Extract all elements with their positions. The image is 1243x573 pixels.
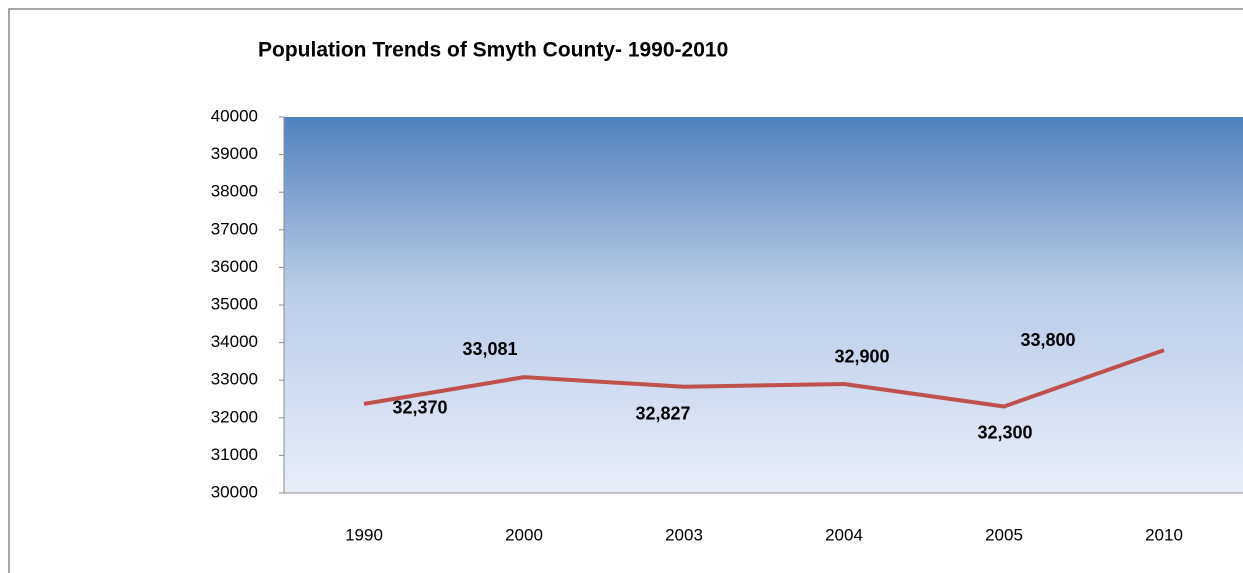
y-tick-label: 36000 [211, 257, 258, 276]
data-label: 32,300 [977, 422, 1032, 442]
y-tick-label: 33000 [211, 370, 258, 389]
data-line [363, 348, 1165, 409]
chart-frame [8, 8, 1243, 573]
x-tick-label: 2000 [505, 525, 543, 544]
y-tick-label: 30000 [211, 482, 258, 501]
plot-area [284, 117, 1243, 493]
y-tick-label: 38000 [211, 182, 258, 201]
y-tick-label: 32000 [211, 407, 258, 426]
data-label: 33,081 [462, 339, 517, 359]
x-tick-label: 2004 [825, 525, 863, 544]
data-label: 32,370 [392, 398, 447, 418]
y-tick-label: 40000 [211, 106, 258, 125]
y-tick-label: 39000 [211, 144, 258, 163]
x-tick-label: 1990 [345, 525, 383, 544]
y-tick-label: 35000 [211, 294, 258, 313]
y-tick-label: 37000 [211, 219, 258, 238]
y-tick-label: 34000 [211, 332, 258, 351]
data-label: 33,800 [1020, 330, 1075, 350]
x-tick-label: 2005 [985, 525, 1023, 544]
data-label: 32,900 [834, 347, 889, 367]
chart-title: Population Trends of Smyth County- 1990-… [258, 39, 728, 62]
data-label: 32,827 [635, 403, 690, 423]
y-tick-label: 31000 [211, 445, 258, 464]
x-tick-label: 2003 [665, 525, 703, 544]
x-tick-label: 2010 [1145, 525, 1183, 544]
